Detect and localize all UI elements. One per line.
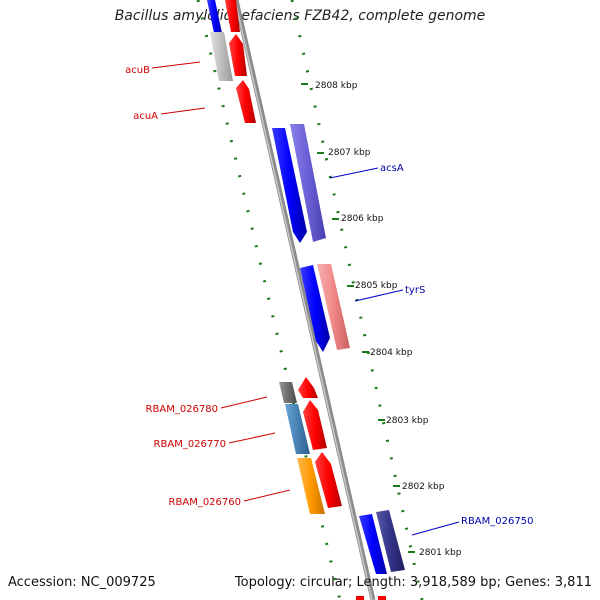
gene-acuA[interactable] xyxy=(236,80,256,123)
map-title: Bacillus amyloliquefaciens FZB42, comple… xyxy=(114,8,486,24)
genome-backbone-highlight xyxy=(234,0,373,600)
leader-line-RBAM_026760 xyxy=(243,489,291,502)
tick-label: 2806 kbp xyxy=(341,214,384,224)
leader-line-acsA xyxy=(329,167,379,179)
leader-line-RBAM_026780 xyxy=(220,396,268,409)
gene-acuB[interactable] xyxy=(229,34,247,76)
gene-label-acuB[interactable]: acuB xyxy=(125,65,150,76)
tick-label: 2801 kbp xyxy=(419,548,462,558)
gene-RBAM_026770[interactable] xyxy=(303,400,327,450)
tick-label: 2805 kbp xyxy=(355,281,398,291)
topology-label: Topology: circular; Length: 3,918,589 bp… xyxy=(234,575,592,590)
tick-label: 2803 kbp xyxy=(386,416,429,426)
gene-label-RBAM_026760[interactable]: RBAM_026760 xyxy=(169,497,241,508)
feature-bottom-red[interactable] xyxy=(378,596,386,600)
gene-RBAM_026780[interactable] xyxy=(298,377,318,398)
leader-line-acuB xyxy=(151,61,201,69)
leader-line-acuA xyxy=(160,107,206,115)
leader-line-RBAM_026770 xyxy=(228,432,276,444)
gene-label-RBAM_026770[interactable]: RBAM_026770 xyxy=(154,439,226,450)
gene-label-RBAM_026780[interactable]: RBAM_026780 xyxy=(146,404,218,415)
tick-marks xyxy=(301,83,415,553)
gene-label-tyrS[interactable]: tyrS xyxy=(405,285,425,296)
tick-label: 2807 kbp xyxy=(328,148,371,158)
feature-bottom-red[interactable] xyxy=(356,596,364,600)
feature-RBAM_026750-blue[interactable] xyxy=(359,514,387,574)
feature-RBAM-dark[interactable] xyxy=(279,382,297,403)
genome-backbone xyxy=(233,0,376,600)
feature-RBAM-orange[interactable] xyxy=(297,458,325,514)
feature-acuB-top[interactable] xyxy=(207,0,222,33)
outer-dotted-ring xyxy=(290,0,424,600)
accession-label: Accession: NC_009725 xyxy=(8,575,156,590)
gene-RBAM_026750[interactable] xyxy=(376,510,405,572)
gene-RBAM_026760[interactable] xyxy=(315,452,342,508)
gene-tyrS-strand1[interactable] xyxy=(300,265,330,352)
gene-acsA-strand1[interactable] xyxy=(272,128,307,243)
feature-acuB-red[interactable] xyxy=(225,0,240,32)
gene-label-acuA[interactable]: acuA xyxy=(133,111,158,122)
tick-label: 2802 kbp xyxy=(402,482,445,492)
leader-line-tyrS xyxy=(354,289,404,302)
leader-line-RBAM_026750 xyxy=(411,521,460,536)
feature-RBAM-steel[interactable] xyxy=(285,404,310,454)
tick-label: 2804 kbp xyxy=(370,348,413,358)
tick-label: 2808 kbp xyxy=(315,81,358,91)
gene-acsA[interactable] xyxy=(290,124,326,242)
gene-tyrS[interactable] xyxy=(317,264,350,350)
gene-label-acsA[interactable]: acsA xyxy=(380,163,404,174)
feature-acuB-gray[interactable] xyxy=(210,32,233,81)
gene-label-RBAM_026750[interactable]: RBAM_026750 xyxy=(461,516,533,527)
